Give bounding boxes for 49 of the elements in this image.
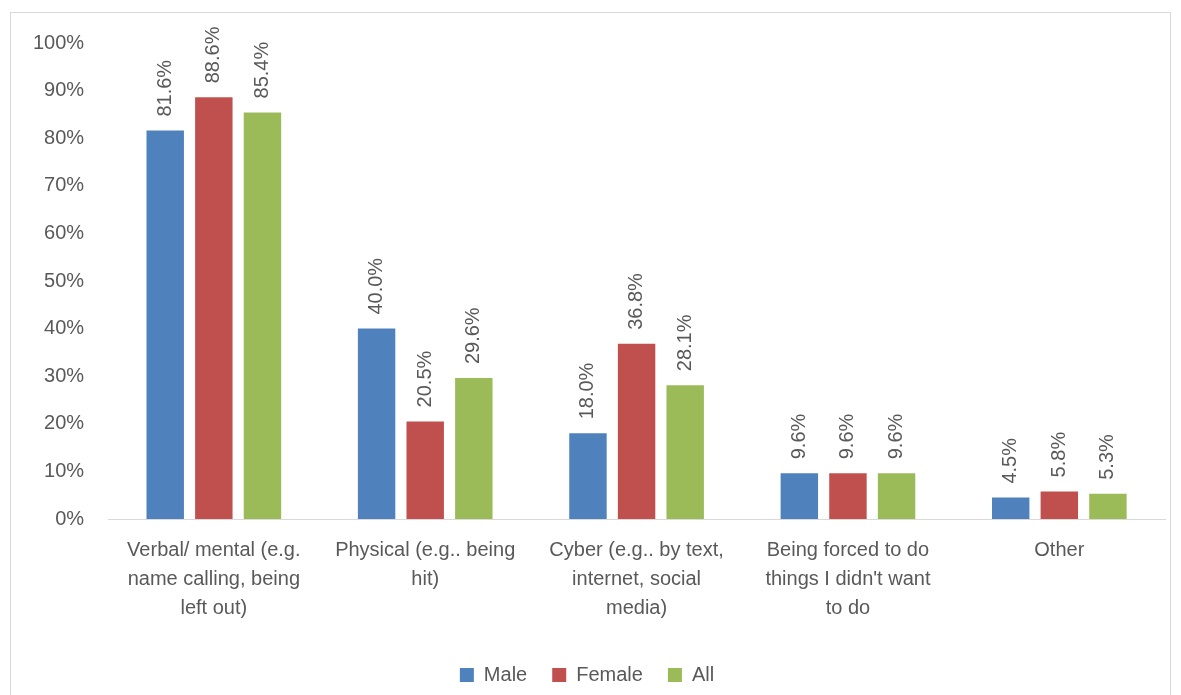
data-label: 81.6% (152, 59, 175, 117)
data-label: 85.4% (249, 41, 272, 99)
bar (195, 97, 233, 519)
bar (1089, 493, 1127, 519)
bar (829, 473, 867, 519)
x-tick-label: Verbal/ mental (e.g. name calling, being left out) (127, 538, 301, 619)
y-tick-label: 50% (44, 268, 85, 291)
y-tick-label: 70% (44, 173, 85, 196)
bar (1040, 491, 1079, 519)
data-label: 9.6% (835, 413, 858, 460)
x-tick-label: Other (1034, 538, 1085, 561)
y-tick-label: 40% (44, 316, 85, 339)
bar (243, 112, 282, 519)
legend-label: Female (576, 662, 643, 685)
data-label: 28.1% (672, 314, 695, 372)
data-label: 40.0% (364, 257, 387, 315)
data-label: 5.3% (1095, 433, 1118, 480)
x-tick-label: Being forced to do things I didn't want to do (765, 538, 931, 619)
data-label: 29.6% (461, 307, 484, 365)
bar (991, 497, 1030, 519)
y-tick-label: 30% (44, 363, 85, 386)
y-tick-label: 90% (44, 78, 85, 101)
data-label: 5.8% (1046, 431, 1069, 478)
bar (666, 385, 704, 519)
data-label: 9.6% (786, 413, 809, 460)
data-label: 36.8% (624, 272, 647, 330)
data-label: 20.5% (412, 350, 435, 408)
y-tick-label: 20% (44, 411, 85, 434)
x-tick-label: Physical (e.g.. being hit) (335, 538, 516, 590)
data-label: 18.0% (575, 362, 598, 420)
data-label: 88.6% (201, 26, 224, 84)
bar (877, 473, 916, 519)
bar (780, 473, 819, 519)
y-tick-label: 0% (55, 506, 85, 529)
legend-label: All (691, 662, 715, 685)
y-tick-label: 60% (44, 220, 85, 243)
y-tick-label: 80% (44, 125, 85, 148)
y-tick-label: 100% (33, 30, 85, 53)
y-tick-label: 10% (44, 458, 85, 481)
bar (146, 130, 184, 519)
x-tick-label: Cyber (e.g.. by text, internet, social media) (549, 538, 724, 619)
data-label: 4.5% (998, 437, 1021, 484)
bar (569, 433, 607, 519)
bar (357, 328, 396, 519)
bar (455, 378, 493, 519)
data-label: 9.6% (884, 413, 907, 460)
bar (617, 343, 656, 519)
bar (406, 421, 444, 519)
legend-label: Male (483, 662, 528, 685)
